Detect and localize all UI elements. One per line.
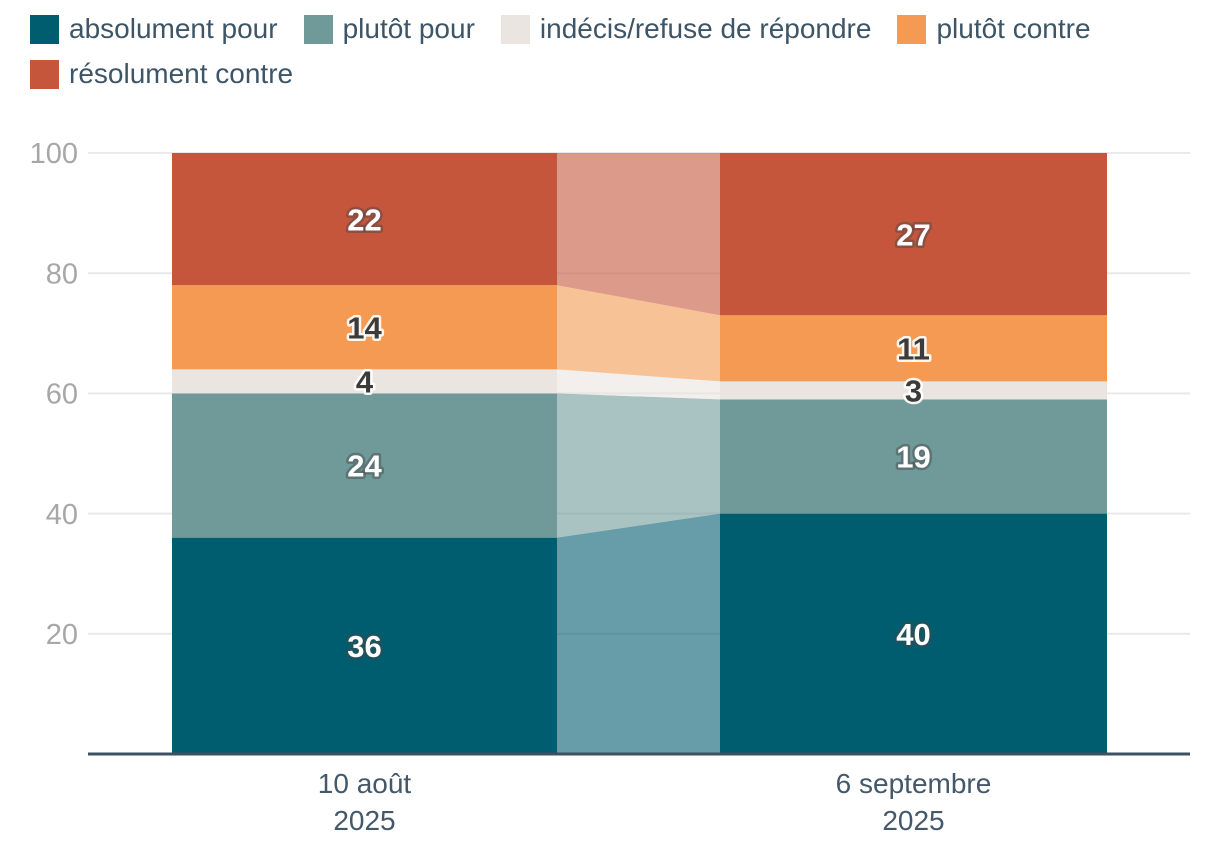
bar-segment — [172, 393, 557, 538]
legend-item: indécis/refuse de répondre — [500, 13, 872, 44]
legend-swatch-icon — [30, 14, 59, 44]
value-label: 27 — [896, 217, 930, 252]
flow-band — [557, 513, 720, 754]
legend-item: résolument contre — [30, 59, 293, 89]
x-axis-category-label: 2025 — [333, 805, 395, 836]
x-axis-baseline — [88, 752, 1190, 756]
value-label: 22 — [347, 202, 381, 237]
legend-label: résolument contre — [69, 58, 294, 89]
value-label: 36 — [347, 629, 381, 664]
bar-segment — [172, 285, 557, 370]
y-axis-tick-label: 80 — [46, 258, 78, 290]
legend-item: absolument pour — [30, 14, 278, 44]
legend-label: absolument pour — [69, 13, 278, 44]
legend-item: plutôt pour — [303, 13, 475, 44]
legend-label: plutôt contre — [936, 13, 1091, 44]
flow-band — [557, 393, 720, 538]
bar-segment — [172, 153, 557, 286]
bar-segment — [720, 513, 1107, 754]
y-axis-tick-label: 20 — [46, 619, 78, 651]
bar-segment — [720, 381, 1107, 400]
value-label: 40 — [896, 617, 930, 652]
y-axis-tick-label: 100 — [30, 138, 78, 170]
y-axis-tick-label: 60 — [46, 379, 78, 411]
flow-band — [557, 153, 720, 316]
legend-label: indécis/refuse de répondre — [539, 13, 872, 44]
y-axis-tick-label: 40 — [46, 499, 78, 531]
legend-swatch-icon — [303, 14, 333, 44]
value-label: 19 — [896, 440, 930, 475]
value-label: 11 — [897, 331, 930, 366]
legend-swatch-icon — [897, 14, 927, 44]
legend-swatch-icon — [500, 14, 530, 44]
bar-segment — [720, 315, 1107, 382]
flow-band — [557, 285, 720, 382]
x-axis-category-label: 2025 — [882, 805, 944, 836]
x-axis-category-label: 10 août — [318, 768, 412, 799]
legend-label: plutôt pour — [342, 13, 475, 44]
value-label: 14 — [347, 310, 382, 345]
bar-segment — [172, 369, 557, 394]
bar-segment — [720, 153, 1107, 316]
bar-segment — [172, 537, 557, 754]
value-label: 4 — [356, 365, 374, 400]
bar-segment — [720, 399, 1107, 514]
chart-legend: absolument pour plutôt pour indécis/refuse… — [30, 14, 1190, 89]
x-axis-category-label: 6 septembre — [836, 768, 992, 799]
value-label: 24 — [347, 449, 382, 484]
flow-band — [557, 369, 720, 400]
legend-swatch-icon — [30, 59, 59, 89]
legend-item: plutôt contre — [897, 13, 1091, 44]
value-label: 3 — [905, 374, 922, 409]
